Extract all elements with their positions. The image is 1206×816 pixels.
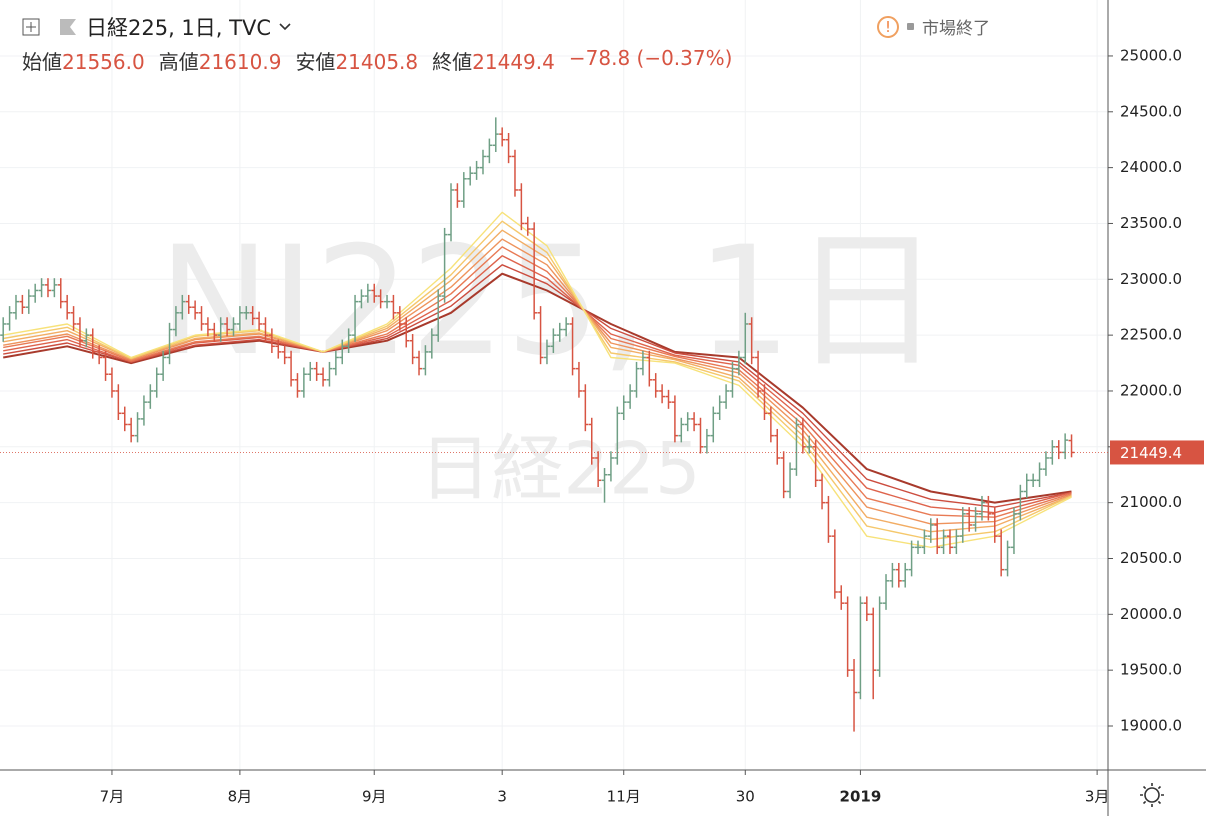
moving-average bbox=[3, 229, 1072, 533]
symbol-title[interactable]: 日経225, 1日, TVC bbox=[86, 16, 272, 40]
ohlc-label: 終値 bbox=[432, 50, 473, 74]
ohlc-legend: 始値21556.0 高値21610.9 安値21405.8 終値21449.4 −78.… bbox=[22, 46, 732, 75]
y-tick-label: 22000.0 bbox=[1120, 381, 1182, 399]
ohlc-label: 高値 bbox=[158, 50, 199, 74]
moving-average bbox=[3, 238, 1072, 525]
x-tick-label: 8月 bbox=[228, 788, 253, 806]
ohlc-item: 始値21556.0 bbox=[22, 46, 145, 75]
y-tick-label: 22500.0 bbox=[1120, 326, 1182, 344]
y-tick-label: 25000.0 bbox=[1120, 46, 1182, 64]
ohlc-value: 21405.8 bbox=[335, 50, 419, 74]
market-status: ! 市場終了 bbox=[877, 14, 990, 39]
ohlc-item: 高値21610.9 bbox=[159, 46, 282, 75]
ohlc-label: 安値 bbox=[295, 50, 336, 74]
y-tick-label: 23000.0 bbox=[1120, 270, 1182, 288]
add-icon[interactable] bbox=[22, 18, 40, 36]
x-tick-label: 9月 bbox=[362, 788, 387, 806]
ohlc-item: 安値21405.8 bbox=[295, 46, 418, 75]
y-tick-label: 19500.0 bbox=[1120, 661, 1182, 679]
status-dot bbox=[907, 23, 914, 30]
flag-icon[interactable] bbox=[58, 18, 78, 36]
symbol-row: 日経225, 1日, TVC bbox=[22, 12, 291, 42]
x-tick-label: 7月 bbox=[100, 788, 125, 806]
warning-icon[interactable]: ! bbox=[877, 15, 899, 38]
watermark: NI225, 1日 bbox=[158, 215, 942, 389]
y-tick-label: 20500.0 bbox=[1120, 549, 1182, 567]
status-text: 市場終了 bbox=[922, 19, 990, 39]
y-tick-label: 23500.0 bbox=[1120, 214, 1182, 232]
x-tick-label: 3月 bbox=[1085, 788, 1110, 806]
ohlc-value: 21610.9 bbox=[198, 50, 282, 74]
moving-average bbox=[3, 220, 1072, 541]
ohlc-label: 始値 bbox=[22, 50, 62, 74]
legend-header: 日経225, 1日, TVC 始値21556.0 高値21610.9 安値21405… bbox=[0, 0, 1100, 80]
y-tick-label: 20000.0 bbox=[1120, 605, 1182, 623]
y-tick-label: 24500.0 bbox=[1120, 102, 1182, 120]
x-tick-label: 30 bbox=[736, 788, 755, 806]
ohlc-value: 21556.0 bbox=[62, 50, 145, 74]
ohlc-item: 終値21449.4 bbox=[432, 46, 555, 75]
x-tick-label: 3 bbox=[497, 788, 507, 806]
y-tick-label: 24000.0 bbox=[1120, 158, 1182, 176]
chevron[interactable] bbox=[279, 22, 291, 32]
change-value: −78.8 (−0.37%) bbox=[568, 46, 733, 70]
moving-average bbox=[3, 246, 1072, 518]
last-price-box bbox=[1110, 440, 1204, 465]
x-tick-label: 2019 bbox=[840, 788, 882, 806]
moving-average bbox=[3, 264, 1072, 508]
y-tick-label: 19000.0 bbox=[1120, 717, 1182, 735]
ohlc-value: 21449.4 bbox=[472, 50, 555, 74]
moving-average bbox=[3, 255, 1072, 514]
moving-average bbox=[3, 211, 1072, 548]
x-tick-label: 11月 bbox=[607, 788, 641, 806]
y-tick-label: 21000.0 bbox=[1120, 493, 1182, 511]
watermark-sub: 日経225 bbox=[419, 427, 700, 511]
last-price-label: 21449.4 bbox=[1120, 444, 1182, 462]
settings-icon[interactable] bbox=[1140, 783, 1164, 807]
moving-average bbox=[3, 272, 1072, 504]
